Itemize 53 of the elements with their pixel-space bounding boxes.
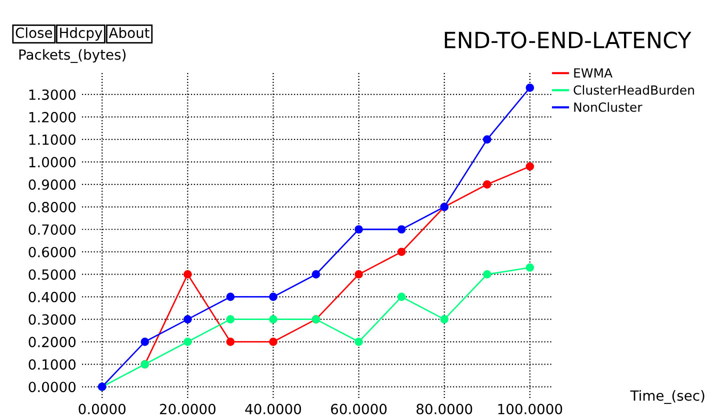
y-tick-label: 0.1000 — [28, 359, 76, 370]
y-tick-label: 0.3000 — [28, 314, 76, 325]
point — [482, 180, 492, 189]
point — [269, 315, 278, 324]
point — [397, 225, 406, 234]
y-tick-label: 0.0000 — [28, 382, 76, 392]
y-tick-label: 1.0000 — [29, 156, 76, 168]
y-tick-label: 1.3000 — [29, 89, 76, 100]
point — [440, 315, 449, 324]
y-tick-label: 0.9000 — [28, 179, 76, 190]
point — [482, 135, 492, 144]
y-tick-label: 0.6000 — [28, 246, 76, 258]
x-tick-label: 40.0000 — [245, 404, 302, 414]
point — [526, 84, 534, 92]
point — [354, 338, 363, 346]
x-axis-title: Time_(sec) — [630, 390, 704, 404]
y-tick-label: 1.1000 — [29, 134, 76, 145]
point — [397, 248, 406, 256]
x-tick-label: 20.0000 — [160, 404, 216, 414]
point — [226, 292, 235, 301]
text: Hdcpy — [60, 27, 102, 41]
point — [354, 270, 363, 279]
point — [226, 315, 235, 324]
point — [482, 270, 492, 279]
y-axis-title: Packets_(bytes) — [19, 49, 126, 63]
text: About — [108, 27, 150, 38]
x-tick-label: 0.0000 — [78, 404, 126, 414]
x-tick-label: 80.0000 — [416, 404, 472, 414]
point — [140, 338, 150, 346]
y-tick-label: 0.8000 — [28, 202, 76, 212]
chart-title: END-TO-END-LATENCY — [444, 32, 692, 48]
point — [526, 263, 534, 272]
point — [312, 270, 320, 279]
text: Close — [16, 27, 52, 38]
y-tick-label: 0.4000 — [28, 292, 76, 302]
x-tick-label: 60.0000 — [331, 404, 387, 414]
point — [526, 162, 534, 171]
point — [397, 292, 406, 301]
point — [269, 292, 278, 301]
y-tick-label: 0.7000 — [28, 224, 76, 235]
y-tick-label: 1.2000 — [29, 112, 76, 122]
x-tick-label: 100.0000 — [498, 404, 562, 414]
point — [354, 225, 363, 234]
legend-label: ClusterHeadBurden — [574, 85, 694, 95]
point — [184, 270, 192, 279]
y-tick-label: 0.5000 — [28, 269, 76, 280]
point — [184, 338, 192, 346]
legend-label: EWMA — [574, 68, 612, 78]
point — [226, 338, 235, 346]
point — [184, 315, 192, 324]
y-tick-label: 0.2000 — [28, 336, 76, 348]
legend-label: NonCluster — [574, 102, 642, 112]
point — [269, 338, 278, 346]
